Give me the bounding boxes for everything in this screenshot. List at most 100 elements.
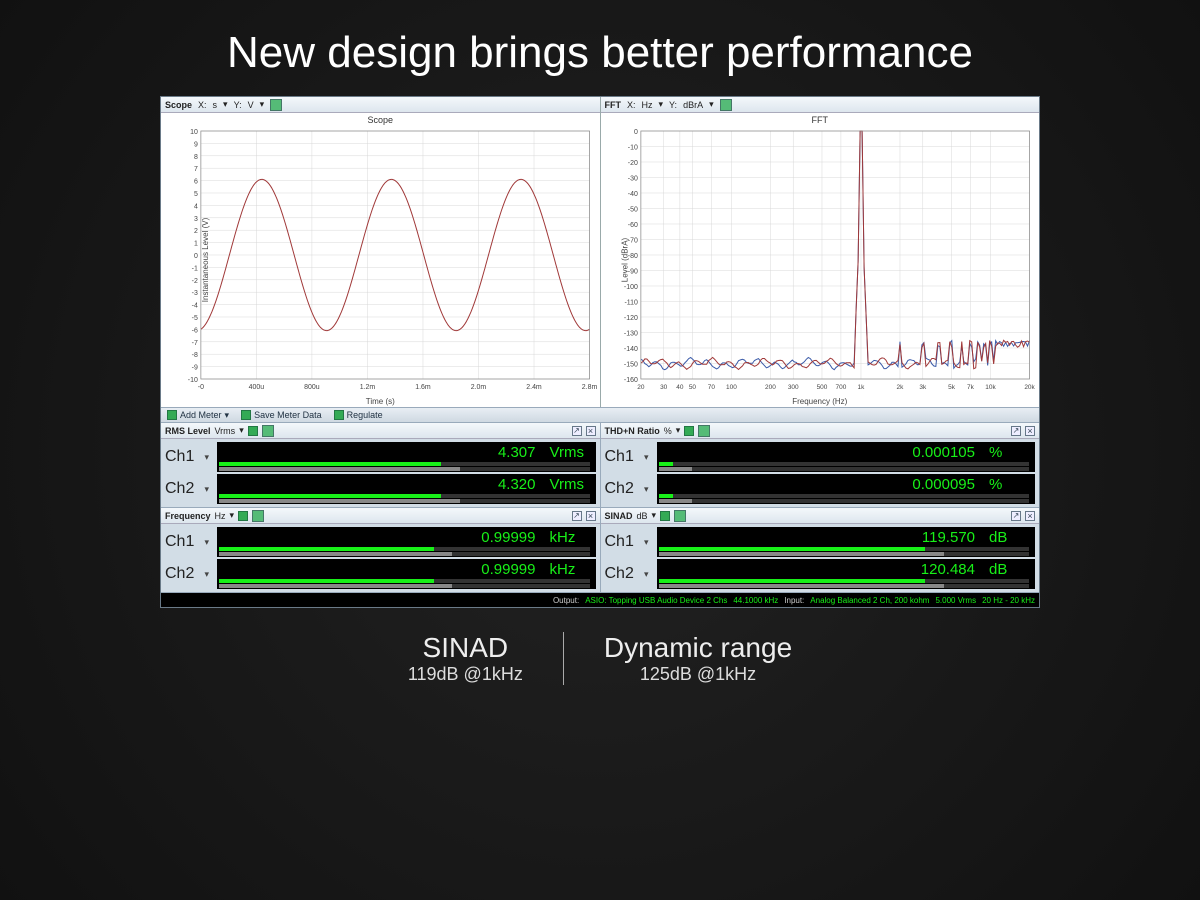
meter-freq-ch2-unit: kHz bbox=[550, 561, 590, 578]
svg-text:50: 50 bbox=[688, 384, 696, 391]
meter-sinad-head: SINAD dB ▾ bbox=[601, 508, 1040, 524]
popout-icon[interactable] bbox=[1011, 426, 1021, 436]
meter-thdn-ch2-readout: 0.000095 % bbox=[657, 474, 1036, 504]
svg-text:5: 5 bbox=[194, 191, 198, 198]
save-meter-data-button[interactable]: Save Meter Data bbox=[241, 410, 322, 420]
svg-text:2k: 2k bbox=[896, 384, 904, 391]
scope-x-label: X: bbox=[198, 100, 207, 110]
svg-text:-110: -110 bbox=[624, 299, 638, 306]
play-icon bbox=[334, 410, 344, 420]
meter-sinad-ch1-unit: dB bbox=[989, 529, 1029, 546]
gear-icon[interactable] bbox=[262, 425, 274, 437]
popout-icon[interactable] bbox=[572, 426, 582, 436]
fft-y-unit[interactable]: dBrA bbox=[683, 100, 703, 110]
slide-title: New design brings better performance bbox=[0, 0, 1200, 96]
meter-sinad-ch1: Ch1▾ 119.570 dB bbox=[605, 526, 1036, 558]
meter-freq-unit-select[interactable]: Hz bbox=[215, 511, 226, 521]
meter-rms-ch2-readout: 4.320 Vrms bbox=[217, 474, 596, 504]
config-icon[interactable] bbox=[660, 511, 670, 521]
fft-x-unit[interactable]: Hz bbox=[642, 100, 653, 110]
meter-sinad-ch2-label[interactable]: Ch2▾ bbox=[605, 565, 651, 583]
meter-freq-ch1-readout: 0.99999 kHz bbox=[217, 527, 596, 557]
popout-icon[interactable] bbox=[572, 511, 582, 521]
svg-text:-60: -60 bbox=[627, 222, 637, 229]
svg-text:-7: -7 bbox=[192, 340, 198, 347]
config-icon[interactable] bbox=[248, 426, 258, 436]
svg-text:4: 4 bbox=[194, 203, 198, 210]
close-icon[interactable] bbox=[1025, 511, 1035, 521]
meter-rms-ch2: Ch2▾ 4.320 Vrms bbox=[165, 473, 596, 505]
config-icon[interactable] bbox=[238, 511, 248, 521]
meter-sinad-ch1-readout: 119.570 dB bbox=[657, 527, 1036, 557]
gear-icon[interactable] bbox=[674, 510, 686, 522]
svg-text:1: 1 bbox=[194, 241, 198, 248]
meter-sinad-unit-select[interactable]: dB bbox=[637, 511, 648, 521]
meter-thdn-ch1-unit: % bbox=[989, 444, 1029, 461]
meter-rms-ch1-label[interactable]: Ch1▾ bbox=[165, 448, 211, 466]
scope-chart: Scope Instantaneous Level (V) Time (s) -… bbox=[161, 113, 600, 407]
footer-dr: Dynamic range 125dB @1kHz bbox=[564, 632, 832, 685]
svg-text:7k: 7k bbox=[967, 384, 975, 391]
footer-dr-title: Dynamic range bbox=[604, 632, 792, 664]
scope-x-unit[interactable]: s bbox=[213, 100, 218, 110]
svg-text:-3: -3 bbox=[192, 290, 198, 297]
input-level: 5.000 Vrms bbox=[935, 596, 976, 605]
meter-rms: RMS Level Vrms ▾ Ch1▾ 4.307 Vrms bbox=[161, 423, 601, 508]
svg-text:500: 500 bbox=[816, 384, 827, 391]
meter-thdn-ch2: Ch2▾ 0.000095 % bbox=[605, 473, 1036, 505]
meter-thdn-ch2-label[interactable]: Ch2▾ bbox=[605, 480, 651, 498]
add-meter-button[interactable]: Add Meter ▾ bbox=[167, 410, 229, 421]
config-icon[interactable] bbox=[684, 426, 694, 436]
meter-rms-unit-select[interactable]: Vrms bbox=[215, 426, 236, 436]
svg-text:800u: 800u bbox=[304, 384, 320, 391]
close-icon[interactable] bbox=[1025, 426, 1035, 436]
close-icon[interactable] bbox=[586, 511, 596, 521]
svg-text:2.0m: 2.0m bbox=[471, 384, 487, 391]
meter-toolbar: Add Meter ▾ Save Meter Data Regulate bbox=[161, 407, 1039, 423]
meter-thdn-title: THD+N Ratio bbox=[605, 426, 660, 436]
footer-dr-sub: 125dB @1kHz bbox=[604, 664, 792, 685]
gear-icon[interactable] bbox=[270, 99, 282, 111]
svg-text:2.8m: 2.8m bbox=[582, 384, 598, 391]
meter-thdn-ch1-readout: 0.000105 % bbox=[657, 442, 1036, 472]
meter-thdn-ch1-value: 0.000105 bbox=[912, 444, 975, 461]
measurement-app: Scope X: s ▾ Y: V ▾ Scope Instantaneous … bbox=[160, 96, 1040, 608]
meter-sinad-ch1-label[interactable]: Ch1▾ bbox=[605, 533, 651, 551]
svg-text:10: 10 bbox=[190, 129, 198, 136]
meter-freq-ch1-label[interactable]: Ch1▾ bbox=[165, 533, 211, 551]
meter-rms-ch2-label[interactable]: Ch2▾ bbox=[165, 480, 211, 498]
save-icon bbox=[241, 410, 251, 420]
meter-freq-ch2-label[interactable]: Ch2▾ bbox=[165, 565, 211, 583]
svg-text:2.4m: 2.4m bbox=[526, 384, 542, 391]
meter-freq-ch2: Ch2▾ 0.99999 kHz bbox=[165, 558, 596, 590]
svg-text:10k: 10k bbox=[985, 384, 996, 391]
meter-sinad-ch1-value: 119.570 bbox=[922, 529, 975, 546]
svg-text:40: 40 bbox=[676, 384, 684, 391]
meter-sinad-ch2-readout: 120.484 dB bbox=[657, 559, 1036, 589]
fft-y-label: Y: bbox=[669, 100, 677, 110]
meter-thdn-unit-select[interactable]: % bbox=[664, 426, 672, 436]
gear-icon[interactable] bbox=[698, 425, 710, 437]
svg-text:2: 2 bbox=[194, 228, 198, 235]
meter-sinad-body: Ch1▾ 119.570 dB Ch2▾ 120.484 dB bbox=[601, 524, 1040, 592]
popout-icon[interactable] bbox=[1011, 511, 1021, 521]
svg-text:200: 200 bbox=[765, 384, 776, 391]
meter-thdn-ch1-label[interactable]: Ch1▾ bbox=[605, 448, 651, 466]
svg-text:-150: -150 bbox=[623, 361, 637, 368]
gear-icon[interactable] bbox=[720, 99, 732, 111]
gear-icon[interactable] bbox=[252, 510, 264, 522]
svg-text:5k: 5k bbox=[948, 384, 956, 391]
scope-y-unit[interactable]: V bbox=[248, 100, 254, 110]
meter-sinad-ch2: Ch2▾ 120.484 dB bbox=[605, 558, 1036, 590]
meter-rms-body: Ch1▾ 4.307 Vrms Ch2▾ 4.320 Vrms bbox=[161, 439, 600, 507]
regulate-button[interactable]: Regulate bbox=[334, 410, 383, 420]
svg-text:20k: 20k bbox=[1024, 384, 1035, 391]
status-bar: Output: ASIO: Topping USB Audio Device 2… bbox=[161, 593, 1039, 607]
meter-rms-ch2-value: 4.320 bbox=[498, 476, 536, 493]
close-icon[interactable] bbox=[586, 426, 596, 436]
meter-rms-ch1-value: 4.307 bbox=[498, 444, 536, 461]
meter-freq: Frequency Hz ▾ Ch1▾ 0.99999 kHz bbox=[161, 508, 601, 593]
svg-text:-8: -8 bbox=[192, 352, 198, 359]
svg-text:-4: -4 bbox=[192, 303, 198, 310]
meter-rms-ch2-unit: Vrms bbox=[550, 476, 590, 493]
